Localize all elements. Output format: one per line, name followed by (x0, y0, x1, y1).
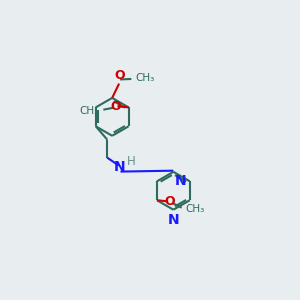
Text: CH₃: CH₃ (80, 106, 99, 116)
Text: N: N (168, 213, 179, 227)
Text: O: O (165, 195, 176, 208)
Text: N: N (175, 174, 187, 188)
Text: O: O (114, 69, 125, 82)
Text: O: O (110, 100, 121, 113)
Text: H: H (127, 155, 136, 168)
Text: N: N (114, 160, 126, 174)
Text: CH₃: CH₃ (135, 73, 154, 83)
Text: CH₃: CH₃ (185, 205, 204, 214)
